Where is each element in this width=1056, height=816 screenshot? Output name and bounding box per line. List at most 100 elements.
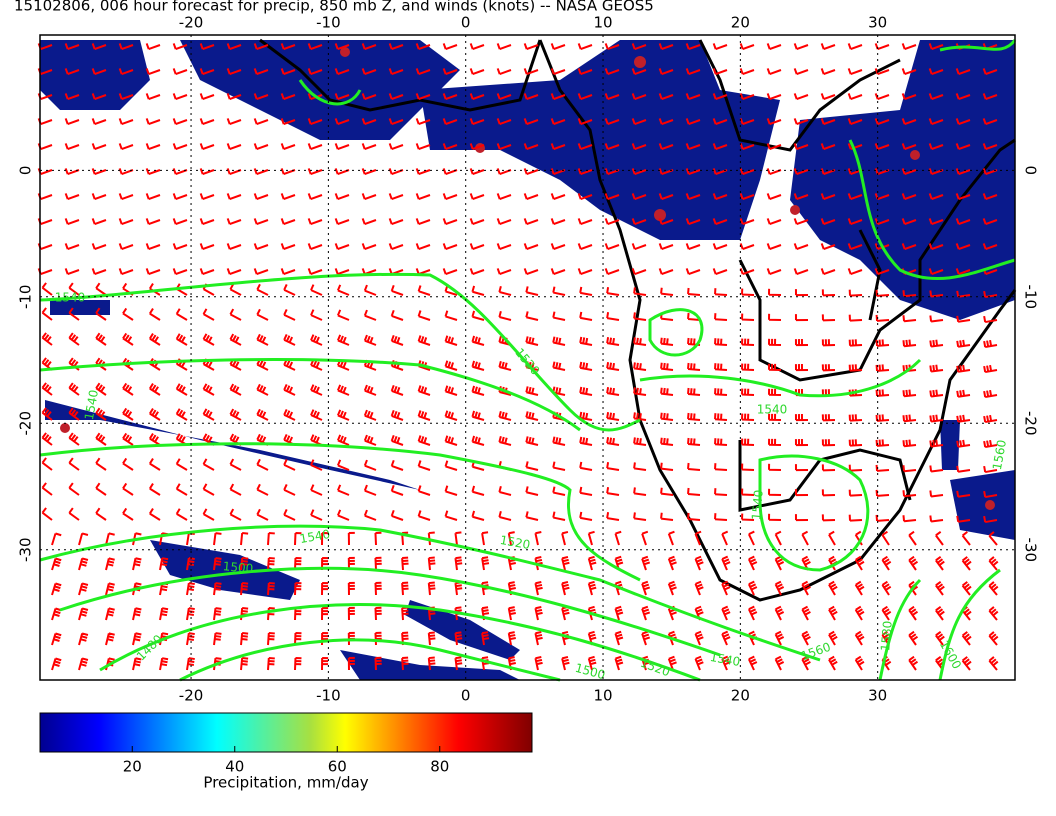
wind-barb (631, 168, 647, 176)
wind-barb (774, 530, 782, 546)
wind-barb (552, 436, 566, 446)
contour-label: 1540 (55, 291, 86, 305)
wind-barb (415, 118, 431, 126)
wind-barb (641, 555, 651, 571)
wind-barb (525, 336, 539, 346)
wind-barb (901, 43, 917, 51)
colorbar-tick-label: 80 (430, 758, 449, 776)
wind-barb (498, 335, 512, 346)
wind-barb (525, 436, 539, 446)
wind-barb (660, 437, 674, 446)
wind-barb (240, 632, 249, 646)
wind-barb (454, 531, 462, 546)
wind-barb (199, 168, 215, 176)
wind-barb (334, 143, 350, 151)
wind-barb (828, 605, 838, 621)
wind-barb (41, 432, 53, 446)
wind-barb (935, 655, 945, 671)
wind-barb (95, 282, 107, 296)
wind-barb (768, 363, 782, 371)
wind-barb (175, 308, 188, 321)
wind-barb (848, 464, 863, 472)
wind-barb (105, 607, 115, 621)
wind-barb (561, 530, 569, 546)
lon-label-top: 10 (593, 14, 612, 32)
wind-barb (471, 385, 485, 396)
wind-barb (498, 485, 512, 496)
wind-barb (956, 439, 971, 448)
wind-barb (145, 68, 161, 76)
wind-barb (41, 482, 53, 496)
wind-barb (793, 43, 809, 51)
wind-barb (908, 655, 919, 671)
wind-barb (148, 308, 161, 321)
wind-barb (336, 459, 350, 471)
wind-barb (667, 655, 677, 671)
wind-barb (481, 581, 490, 596)
wind-barb (454, 631, 463, 646)
wind-barb (739, 43, 755, 51)
wind-barb (534, 631, 543, 646)
wind-barb (928, 43, 944, 51)
wind-barb (199, 268, 215, 276)
wind-barb (186, 657, 195, 671)
wind-barb (768, 388, 782, 396)
wind-barb (471, 310, 485, 321)
wind-barb (956, 389, 971, 398)
wind-barb (633, 287, 647, 296)
wind-barb (226, 193, 242, 201)
wind-barb (774, 630, 785, 646)
wind-barb (199, 218, 215, 226)
wind-barb (186, 607, 195, 621)
wind-barb (401, 606, 409, 621)
precip-areas (40, 40, 1015, 680)
wind-barb (95, 507, 107, 521)
wind-barb (283, 484, 296, 496)
wind-barb (739, 118, 755, 126)
wind-barb (983, 465, 998, 474)
wind-barb (388, 93, 404, 101)
wind-barb (444, 410, 458, 421)
wind-barb (240, 532, 249, 546)
wind-barb (685, 68, 701, 76)
wind-barb (336, 409, 350, 421)
wind-barb (415, 243, 431, 251)
wind-barb (774, 580, 785, 596)
wind-barb (847, 118, 863, 126)
wind-barb (145, 193, 161, 201)
wind-barb (280, 118, 296, 126)
wind-barb (471, 360, 485, 371)
wind-barb (122, 382, 134, 396)
wind-barb (660, 487, 674, 496)
wind-barb (741, 363, 755, 371)
wind-barb (801, 580, 811, 596)
wind-barb (388, 218, 404, 226)
wind-barb (186, 632, 195, 646)
wind-barb (606, 312, 620, 321)
wind-barb (175, 383, 188, 396)
wind-barb (471, 335, 485, 346)
wind-barb (240, 657, 249, 671)
wind-barb (240, 557, 249, 571)
wind-barb (118, 143, 134, 151)
wind-barb (310, 284, 323, 296)
wind-barb (875, 439, 890, 447)
wind-barb (496, 43, 512, 51)
wind-barb (714, 288, 728, 296)
wind-barb (253, 68, 269, 76)
wind-barb (714, 313, 728, 321)
wind-barb (294, 657, 302, 671)
wind-barb (283, 434, 296, 446)
wind-barb (199, 143, 215, 151)
wind-barb (794, 439, 809, 447)
wind-barb (68, 382, 80, 396)
wind-barb (310, 484, 323, 496)
wind-barb (226, 243, 242, 251)
wind-barb (961, 581, 972, 596)
wind-barb (534, 531, 542, 546)
wind-barb (794, 364, 809, 372)
wind-barb (321, 582, 329, 596)
wind-barb (955, 193, 971, 201)
wind-barb (388, 43, 404, 51)
wind-barb (983, 389, 998, 399)
